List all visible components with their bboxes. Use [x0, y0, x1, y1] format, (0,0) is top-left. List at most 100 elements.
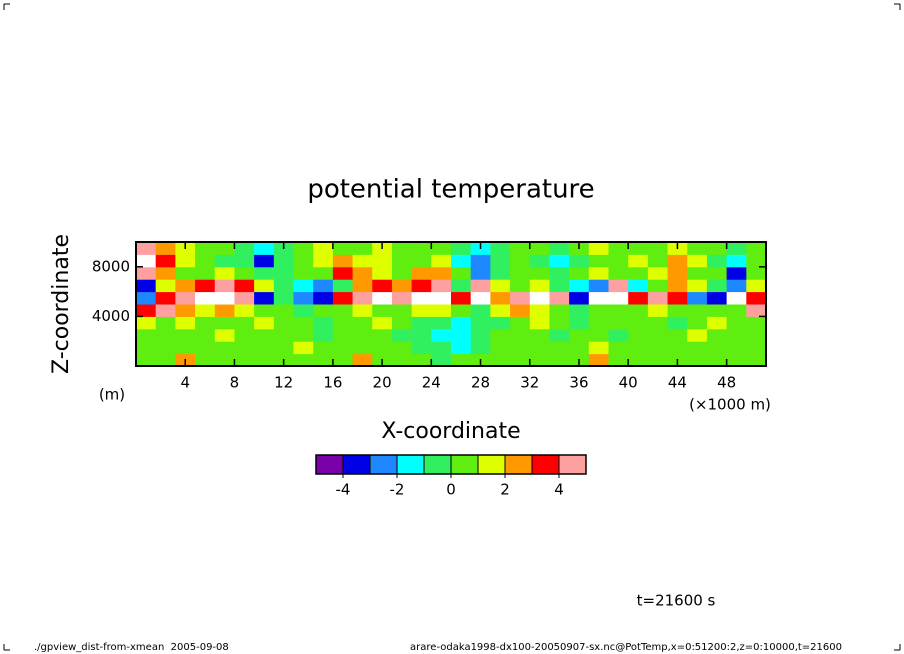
- cell: [254, 304, 275, 317]
- cell: [588, 316, 609, 330]
- cell: [726, 242, 747, 255]
- cell: [628, 279, 649, 293]
- x-tick-label: 40: [619, 374, 638, 392]
- cell: [195, 316, 216, 330]
- cell: [726, 341, 747, 355]
- cell: [706, 279, 728, 293]
- cell: [195, 353, 216, 367]
- cell: [293, 304, 314, 317]
- cell: [510, 291, 531, 305]
- cell: [549, 266, 570, 280]
- cell: [254, 291, 275, 305]
- cell: [687, 341, 708, 355]
- cell: [293, 242, 314, 255]
- footer-left: ./gpview_dist-from-xmean 2005-09-08: [34, 642, 229, 653]
- cell: [608, 254, 629, 268]
- x-tick-label: 36: [569, 374, 588, 392]
- cell: [155, 304, 176, 317]
- cell: [549, 316, 570, 330]
- cell: [214, 254, 235, 268]
- cell: [234, 316, 255, 330]
- x-tick-label: 44: [668, 374, 687, 392]
- cell: [293, 266, 314, 280]
- cell: [706, 291, 728, 305]
- cell: [155, 242, 176, 255]
- cell: [411, 304, 432, 317]
- cell: [313, 266, 334, 280]
- cell: [687, 316, 708, 330]
- cell: [510, 316, 531, 330]
- cell: [470, 279, 491, 293]
- cell: [411, 279, 432, 293]
- cell: [155, 341, 176, 355]
- cell: [411, 341, 432, 355]
- cell: [411, 353, 432, 367]
- cell: [549, 353, 570, 367]
- cell: [214, 353, 235, 367]
- cell: [214, 242, 235, 255]
- colorbar-tick-label: -2: [390, 481, 405, 499]
- cell: [529, 304, 550, 317]
- cell: [470, 254, 491, 268]
- x-tick-label: 48: [717, 374, 736, 392]
- cell: [746, 353, 767, 367]
- cell: [155, 353, 176, 367]
- cell: [667, 304, 688, 317]
- cell: [608, 353, 629, 367]
- cell: [667, 341, 688, 355]
- cell: [411, 242, 432, 255]
- cell: [470, 316, 491, 330]
- cell: [332, 242, 354, 255]
- cell: [136, 328, 157, 342]
- cell: [647, 353, 669, 367]
- colorbar-box: [369, 454, 398, 475]
- cell: [136, 291, 157, 305]
- cell: [214, 279, 235, 293]
- cell: [352, 328, 373, 342]
- colorbar-box: [342, 454, 371, 475]
- cell: [195, 266, 216, 280]
- cell: [490, 291, 511, 305]
- colorbar-box: [396, 454, 425, 475]
- plot-frame: [135, 241, 767, 367]
- cell: [470, 291, 491, 305]
- cell: [155, 266, 176, 280]
- cell: [451, 316, 472, 330]
- cell: [273, 316, 294, 330]
- cell: [510, 328, 531, 342]
- cell: [155, 291, 176, 305]
- cell: [431, 341, 452, 355]
- cell: [352, 341, 373, 355]
- cell: [687, 279, 708, 293]
- cell: [608, 304, 629, 317]
- cell: [313, 304, 334, 317]
- cell: [293, 279, 314, 293]
- cell: [195, 279, 216, 293]
- cell: [608, 279, 629, 293]
- colorbar-box: [531, 454, 560, 475]
- cell: [391, 353, 413, 367]
- cell: [254, 266, 275, 280]
- cell: [411, 266, 432, 280]
- time-label: t=21600 s: [637, 592, 716, 610]
- cell: [608, 341, 629, 355]
- cell: [706, 316, 728, 330]
- x-tick-label: 12: [274, 374, 293, 392]
- colorbar-box: [450, 454, 479, 475]
- cell: [293, 291, 314, 305]
- cell: [746, 291, 767, 305]
- cell: [706, 341, 728, 355]
- cell: [136, 316, 157, 330]
- cell: [293, 254, 314, 268]
- cell: [136, 254, 157, 268]
- cell: [136, 242, 157, 255]
- cell: [588, 341, 609, 355]
- cell: [155, 328, 176, 342]
- colorbar-tick-label: -4: [336, 481, 351, 499]
- cell: [273, 328, 294, 342]
- cell: [372, 328, 393, 342]
- cell: [667, 328, 688, 342]
- cell: [313, 353, 334, 367]
- cell: [155, 279, 176, 293]
